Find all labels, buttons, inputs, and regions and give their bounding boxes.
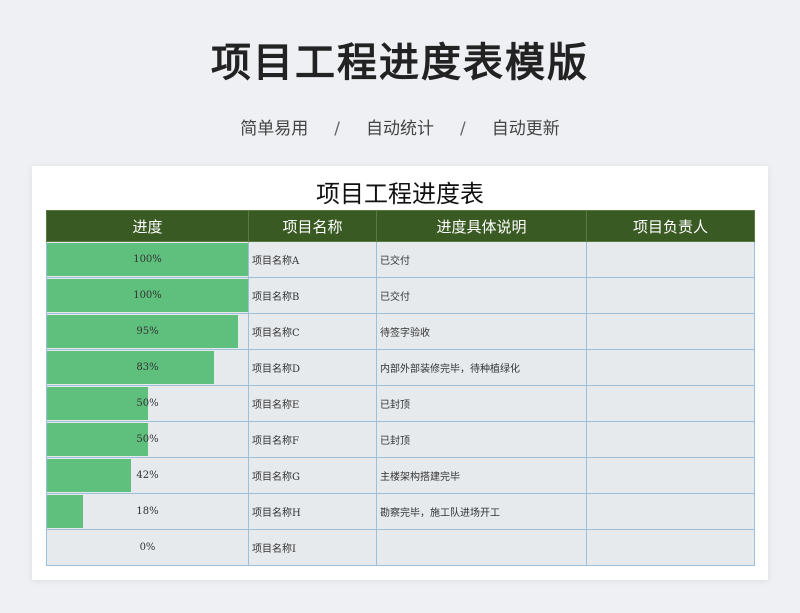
progress-percent: 100% [133, 254, 162, 265]
owner-cell[interactable] [586, 277, 755, 314]
progress-cell[interactable]: 95% [46, 313, 249, 350]
owner-cell[interactable] [586, 493, 755, 530]
progress-cell[interactable]: 100% [46, 241, 249, 278]
description-cell[interactable]: 勘察完毕，施工队进场开工 [376, 493, 587, 530]
column-header-description[interactable]: 进度具体说明 [376, 210, 587, 242]
table-row: 42% 项目名称G 主楼架构搭建完毕 [46, 457, 755, 494]
project-name-cell[interactable]: 项目名称H [248, 493, 377, 530]
progress-cell[interactable]: 50% [46, 421, 249, 458]
column-header-owner[interactable]: 项目负责人 [586, 210, 755, 242]
table-header-row: 进度 项目名称 进度具体说明 项目负责人 [46, 210, 755, 242]
tagline-item-auto-update: 自动更新 [491, 119, 560, 139]
table-row: 0% 项目名称I [46, 529, 755, 566]
progress-table: 进度 项目名称 进度具体说明 项目负责人 100% 项目名称A 已交付 100% 项目名… [46, 210, 755, 566]
description-cell[interactable]: 已交付 [376, 241, 587, 278]
progress-percent: 0% [139, 542, 156, 553]
progress-cell[interactable]: 100% [46, 277, 249, 314]
progress-bar [47, 315, 238, 348]
table-row: 50% 项目名称F 已封顶 [46, 421, 755, 458]
progress-bar [47, 495, 84, 528]
owner-cell[interactable] [586, 385, 755, 422]
owner-cell[interactable] [586, 241, 755, 278]
progress-bar [47, 459, 132, 492]
description-cell[interactable]: 主楼架构搭建完毕 [376, 457, 587, 494]
description-cell[interactable]: 内部外部装修完毕，待种植绿化 [376, 349, 587, 386]
owner-cell[interactable] [586, 349, 755, 386]
progress-cell[interactable]: 0% [46, 529, 249, 566]
table-row: 95% 项目名称C 待签字验收 [46, 313, 755, 350]
progress-percent: 18% [136, 506, 159, 517]
progress-percent: 100% [133, 290, 162, 301]
column-header-progress[interactable]: 进度 [46, 210, 249, 242]
owner-cell[interactable] [586, 313, 755, 350]
progress-percent: 83% [136, 362, 159, 373]
table-row: 50% 项目名称E 已封顶 [46, 385, 755, 422]
progress-percent: 50% [136, 398, 159, 409]
progress-bar [47, 423, 148, 456]
progress-bar [47, 387, 148, 420]
progress-bar [47, 279, 248, 312]
progress-cell[interactable]: 83% [46, 349, 249, 386]
page-title: 项目工程进度表模版 [211, 40, 589, 86]
project-name-cell[interactable]: 项目名称E [248, 385, 377, 422]
tagline-item-auto-stats: 自动统计 [366, 119, 434, 139]
description-cell[interactable]: 待签字验收 [376, 313, 587, 350]
table-row: 18% 项目名称H 勘察完毕，施工队进场开工 [46, 493, 755, 530]
progress-bar [47, 243, 248, 276]
project-name-cell[interactable]: 项目名称G [248, 457, 377, 494]
progress-bar [47, 351, 214, 384]
project-name-cell[interactable]: 项目名称C [248, 313, 377, 350]
progress-percent: 42% [136, 470, 159, 481]
description-cell[interactable]: 已封顶 [376, 385, 587, 422]
project-name-cell[interactable]: 项目名称D [248, 349, 377, 386]
description-cell[interactable]: 已封顶 [376, 421, 587, 458]
tagline-separator: / [334, 119, 340, 139]
progress-percent: 50% [136, 434, 159, 445]
feature-tagline: 简单易用 / 自动统计 / 自动更新 [0, 114, 800, 139]
spreadsheet-preview: 项目工程进度表 进度 项目名称 进度具体说明 项目负责人 100% 项目名称A 已交… [32, 166, 768, 580]
progress-cell[interactable]: 18% [46, 493, 249, 530]
project-name-cell[interactable]: 项目名称A [248, 241, 377, 278]
table-row: 83% 项目名称D 内部外部装修完毕，待种植绿化 [46, 349, 755, 386]
column-header-project-name[interactable]: 项目名称 [248, 210, 377, 242]
owner-cell[interactable] [586, 421, 755, 458]
progress-percent: 95% [136, 326, 159, 337]
tagline-separator: / [460, 119, 466, 139]
description-cell[interactable]: 已交付 [376, 277, 587, 314]
owner-cell[interactable] [586, 457, 755, 494]
description-cell[interactable] [376, 529, 587, 566]
progress-cell[interactable]: 50% [46, 385, 249, 422]
table-row: 100% 项目名称A 已交付 [46, 241, 755, 278]
project-name-cell[interactable]: 项目名称B [248, 277, 377, 314]
sheet-title: 项目工程进度表 [316, 180, 484, 208]
project-name-cell[interactable]: 项目名称F [248, 421, 377, 458]
table-row: 100% 项目名称B 已交付 [46, 277, 755, 314]
tagline-item-easy: 简单易用 [240, 119, 309, 139]
progress-cell[interactable]: 42% [46, 457, 249, 494]
owner-cell[interactable] [586, 529, 755, 566]
project-name-cell[interactable]: 项目名称I [248, 529, 377, 566]
